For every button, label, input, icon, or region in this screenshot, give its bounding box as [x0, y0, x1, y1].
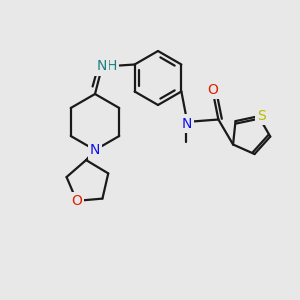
Text: N: N: [181, 116, 192, 130]
Text: O: O: [207, 82, 218, 97]
Text: N: N: [90, 143, 100, 157]
Text: S: S: [257, 109, 266, 123]
Text: N: N: [96, 59, 107, 74]
Text: O: O: [71, 194, 82, 208]
Text: H: H: [106, 59, 117, 74]
